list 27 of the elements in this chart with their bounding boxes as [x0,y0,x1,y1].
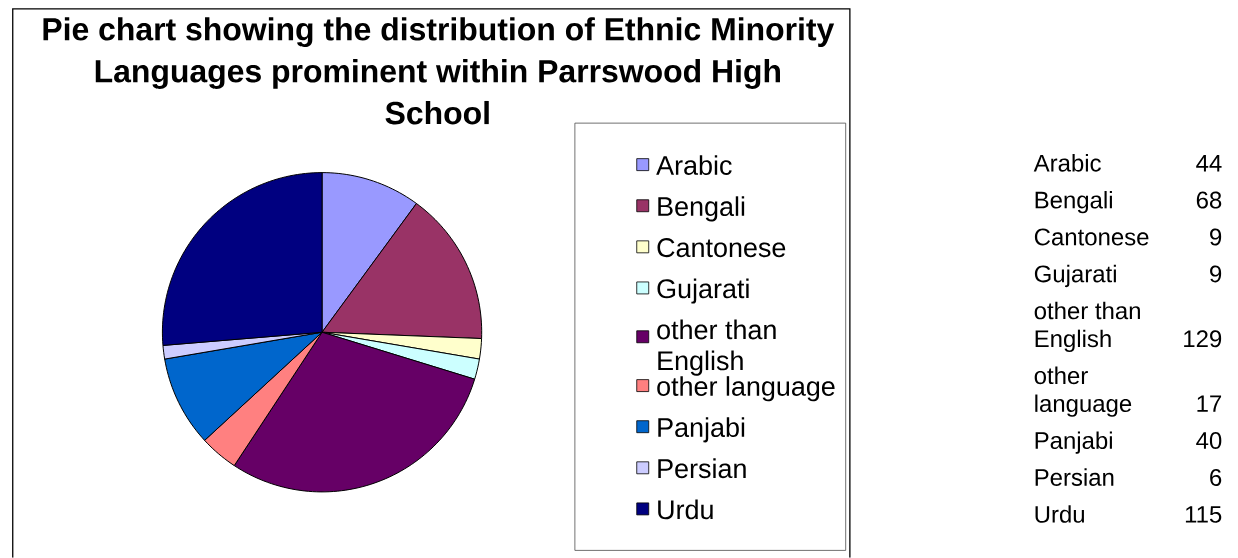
legend-label: Bengali [658,196,745,222]
category-label: other than English [1034,301,1140,353]
legend-label: Urdu [658,499,713,520]
legend-label: Arabic [656,155,732,176]
data-label: 9 [1210,228,1222,246]
data-label: 115 [1185,506,1222,523]
data-label: 40 [1196,432,1222,450]
legend-label: Panjabi [658,417,745,443]
category-label: Arabic [1033,154,1101,172]
legend-label: Cantonese [657,238,786,258]
legend-label: other language [657,376,835,402]
data-label: 44 [1196,155,1222,172]
category-label: Bengali [1035,191,1112,214]
category-label: Panjabi [1035,431,1112,454]
category-label: Gujarati [1034,264,1116,288]
data-label: 68 [1196,191,1222,209]
chart-title: Pie chart showing the distribution of Ethnic Minority Languages prominent within Parrswood High School [43,17,835,125]
data-label: 17 [1197,395,1222,412]
data-label: 9 [1210,265,1222,283]
legend-label: Persian [658,458,746,479]
category-label: Persian [1035,468,1114,487]
data-label: 6 [1210,469,1222,487]
category-label: other language [1034,366,1132,417]
category-label: Urdu [1035,505,1084,523]
legend-label: Gujarati [657,278,749,304]
data-label: 129 [1184,330,1222,348]
category-label: Cantonese [1034,228,1149,246]
